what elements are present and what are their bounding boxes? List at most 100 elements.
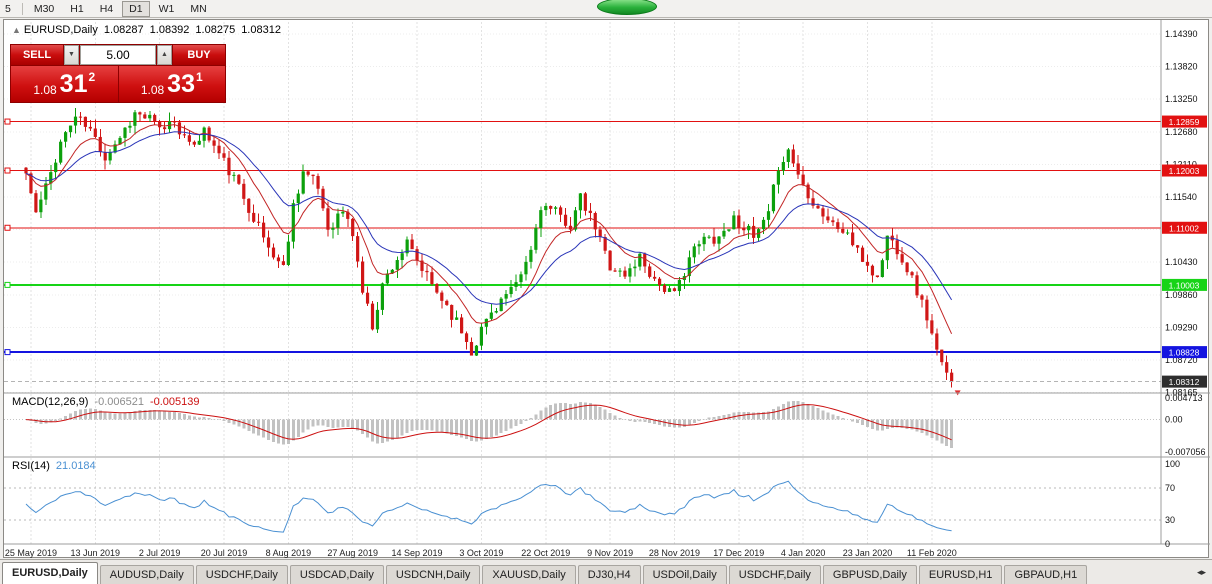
volume-increase-button[interactable]: ▲ [157, 45, 172, 65]
timeframe-button-h4[interactable]: H4 [99, 2, 114, 15]
timeframe-button-5[interactable]: 5 [5, 2, 11, 15]
price-tags-layer: 1.12859 1.12003 1.11002 1.10003 1.08828 1.083… [1162, 115, 1207, 388]
collapse-trade-panel-icon[interactable]: ▲ [12, 25, 21, 35]
bid-price-point-digit: 2 [88, 70, 96, 84]
svg-text:1.09290: 1.09290 [1165, 322, 1198, 332]
chart-symbol-label: EURUSD,Daily [23, 24, 98, 36]
svg-text:9 Nov 2019: 9 Nov 2019 [587, 548, 633, 558]
timeframe-button-d1[interactable]: D1 [122, 0, 150, 17]
svg-text:23 Jan 2020: 23 Jan 2020 [843, 548, 893, 558]
ask-price-big-digits: 33 [167, 69, 195, 98]
svg-text:8 Aug 2019: 8 Aug 2019 [266, 548, 312, 558]
chart-tabs-strip: EURUSD,Daily AUDUSD,Daily USDCHF,Daily USDC… [2, 562, 1193, 584]
svg-text:1.12110: 1.12110 [1165, 159, 1197, 169]
moving-averages-layer [25, 124, 953, 335]
chart-title: ▲ EURUSD,Daily 1.08287 1.08392 1.08275 1.0831… [12, 24, 281, 36]
svg-text:4 Jan 2020: 4 Jan 2020 [781, 548, 826, 558]
svg-text:0.00: 0.00 [1165, 415, 1183, 425]
buy-button[interactable]: BUY [173, 45, 225, 65]
macd-indicator-title: MACD(12,26,9) -0.006521 -0.005139 [12, 396, 200, 408]
chart-tab-6-dj30-h4[interactable]: DJ30,H4 [577, 565, 641, 584]
svg-text:1.13820: 1.13820 [1165, 62, 1198, 72]
price-axis-labels: 1.14390 1.13820 1.13250 1.12680 1.12110 1.115… [1165, 29, 1206, 549]
ohlc-high-value: 1.08392 [149, 24, 190, 36]
svg-text:2 Jul 2019: 2 Jul 2019 [139, 548, 181, 558]
svg-text:1.08828: 1.08828 [1169, 348, 1200, 358]
ask-price-point-digit: 1 [195, 70, 203, 84]
macd-label: MACD(12,26,9) [12, 396, 89, 408]
chart-tab-9-gbpusd-daily[interactable]: GBPUSD,Daily [822, 565, 917, 584]
chart-tab-11-gbpaud-h1[interactable]: GBPAUD,H1 [1004, 565, 1088, 584]
svg-text:1.09860: 1.09860 [1165, 290, 1198, 300]
svg-text:20 Jul 2019: 20 Jul 2019 [201, 548, 248, 558]
svg-text:1.14390: 1.14390 [1165, 29, 1198, 39]
svg-text:3 Oct 2019: 3 Oct 2019 [459, 548, 503, 558]
svg-text:27 Aug 2019: 27 Aug 2019 [327, 548, 378, 558]
date-axis-labels: 25 May 2019 13 Jun 2019 2 Jul 2019 20 Jul 2… [5, 548, 957, 558]
svg-text:1.13250: 1.13250 [1165, 94, 1198, 104]
chart-tab-1-audusd-daily[interactable]: AUDUSD,Daily [99, 565, 194, 584]
chart-window: 1.14390 1.13820 1.13250 1.12680 1.12110 1.115… [3, 19, 1210, 559]
candles-layer [24, 107, 954, 388]
timeframe-button-w1[interactable]: W1 [158, 2, 175, 15]
chart-tab-3-usdcad-daily[interactable]: USDCAD,Daily [289, 565, 384, 584]
macd-signal-value: -0.005139 [149, 396, 200, 408]
volume-decrease-button[interactable]: ▼ [64, 45, 79, 65]
svg-text:1.08165: 1.08165 [1165, 388, 1198, 398]
timeframe-button-m30[interactable]: M30 [33, 2, 55, 15]
tabbar-scroll-button[interactable]: ◂▸ [1196, 567, 1206, 577]
bid-price-display[interactable]: 1.08 31 2 [11, 66, 118, 102]
svg-text:0.004713: 0.004713 [1165, 393, 1203, 403]
rsi-layer [25, 480, 952, 533]
volume-input[interactable]: 5.00 [80, 45, 156, 65]
svg-text:14 Sep 2019: 14 Sep 2019 [392, 548, 443, 558]
bid-price-prefix: 1.08 [33, 83, 57, 97]
toolbar-separator [21, 2, 23, 15]
svg-text:25 May 2019: 25 May 2019 [5, 548, 57, 558]
svg-text:100: 100 [1165, 459, 1180, 469]
svg-text:22 Oct 2019: 22 Oct 2019 [521, 548, 570, 558]
rsi-value: 21.0184 [55, 460, 96, 472]
ask-price-prefix: 1.08 [140, 83, 165, 97]
ask-price-display[interactable]: 1.08 33 1 [118, 66, 225, 102]
svg-text:13 Jun 2019: 13 Jun 2019 [71, 548, 121, 558]
green-oval-overlay [597, 0, 657, 15]
svg-text:1.08312: 1.08312 [1169, 377, 1200, 387]
svg-text:0: 0 [1165, 539, 1170, 549]
macd-layer [25, 400, 954, 449]
svg-text:1.12680: 1.12680 [1165, 127, 1198, 137]
svg-text:70: 70 [1165, 483, 1175, 493]
price-chart-canvas[interactable]: 1.14390 1.13820 1.13250 1.12680 1.12110 1.115… [4, 20, 1210, 559]
svg-text:11 Feb 2020: 11 Feb 2020 [907, 548, 957, 558]
chart-tab-4-usdcnh-daily[interactable]: USDCNH,Daily [385, 565, 481, 584]
svg-text:17 Dec 2019: 17 Dec 2019 [713, 548, 764, 558]
svg-text:1.12003: 1.12003 [1169, 166, 1200, 176]
ohlc-close-value: 1.08312 [241, 24, 281, 36]
timeframe-button-h1[interactable]: H1 [70, 2, 84, 15]
chart-tab-5-xauusd-daily[interactable]: XAUUSD,Daily [482, 565, 576, 584]
chart-tab-2-usdchf-daily[interactable]: USDCHF,Daily [195, 565, 288, 584]
svg-text:30: 30 [1165, 515, 1175, 525]
pane-dividers [4, 20, 1210, 545]
svg-text:1.10430: 1.10430 [1165, 257, 1198, 267]
svg-text:1.11002: 1.11002 [1169, 223, 1199, 233]
rsi-label: RSI(14) [12, 460, 50, 472]
sell-button[interactable]: SELL [11, 45, 63, 65]
svg-text:1.08720: 1.08720 [1165, 355, 1198, 365]
timeframe-button-mn[interactable]: MN [190, 2, 207, 15]
chart-tab-8-usdchf-daily[interactable]: USDCHF,Daily [728, 565, 821, 584]
ohlc-low-value: 1.08275 [195, 24, 236, 36]
ohlc-open-value: 1.08287 [103, 24, 144, 36]
svg-text:1.12859: 1.12859 [1169, 117, 1200, 127]
chart-tab-10-eurusd-h1[interactable]: EURUSD,H1 [918, 565, 1003, 584]
chart-tab-7-usdoil-daily[interactable]: USDOil,Daily [642, 565, 727, 584]
svg-text:28 Nov 2019: 28 Nov 2019 [649, 548, 700, 558]
chart-tabbar: EURUSD,Daily AUDUSD,Daily USDCHF,Daily USDC… [0, 559, 1212, 584]
svg-text:1.11540: 1.11540 [1165, 192, 1197, 202]
bid-price-big-digits: 31 [59, 69, 88, 98]
macd-main-value: -0.006521 [94, 396, 144, 408]
chart-tab-0-eurusd-daily[interactable]: EURUSD,Daily [2, 562, 98, 584]
rsi-indicator-title: RSI(14) 21.0184 [12, 460, 96, 472]
svg-text:-0.007056: -0.007056 [1165, 447, 1206, 457]
